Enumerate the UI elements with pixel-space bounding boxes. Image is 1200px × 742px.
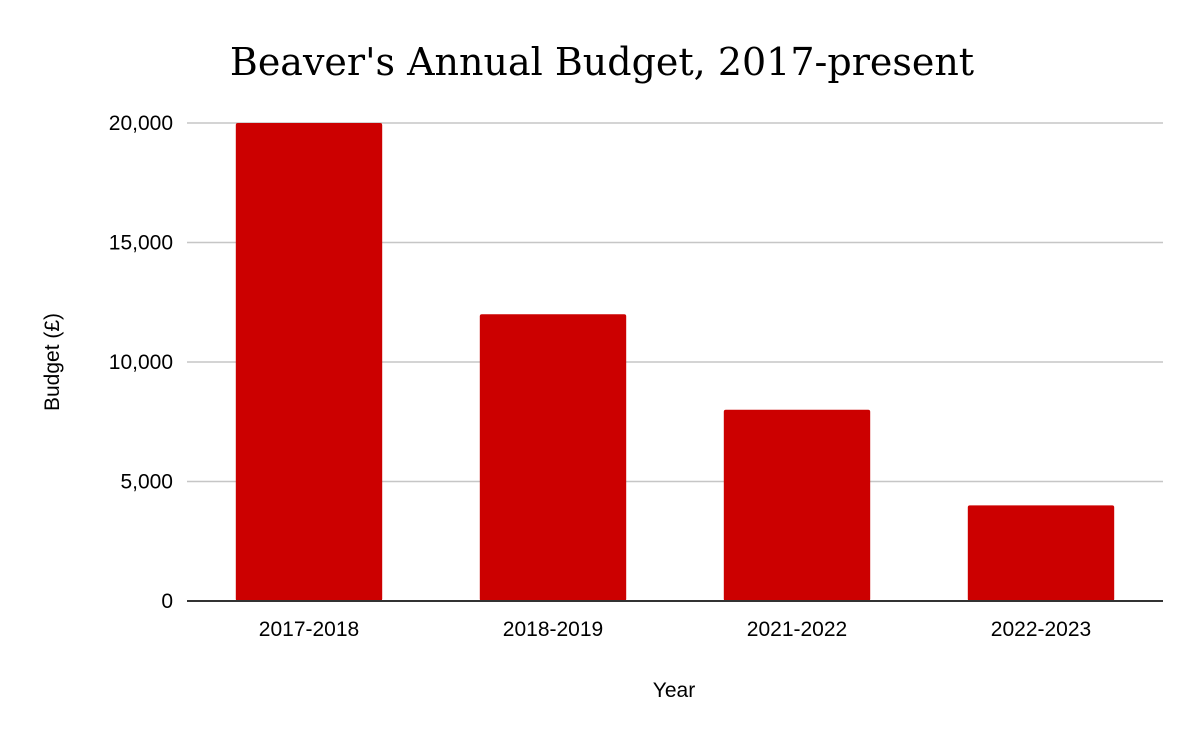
- bars: [235, 123, 1115, 601]
- y-tick-label: 5,000: [120, 471, 173, 494]
- y-axis-ticks: 0 5,000 10,000 15,000 20,000: [109, 112, 173, 613]
- y-axis-title: Budget (£): [41, 313, 64, 411]
- y-tick-label: 20,000: [109, 112, 173, 135]
- x-tick-label: 2021-2022: [747, 618, 847, 641]
- x-axis-title: Year: [653, 679, 695, 702]
- x-tick-label: 2022-2023: [991, 618, 1091, 641]
- y-tick-label: 0: [161, 590, 173, 613]
- bar-2022-2023: [967, 505, 1115, 601]
- y-tick-label: 10,000: [109, 351, 173, 374]
- y-tick-label: 15,000: [109, 232, 173, 255]
- x-tick-label: 2018-2019: [503, 618, 603, 641]
- bar-2017-2018: [235, 123, 383, 601]
- chart-title: Beaver's Annual Budget, 2017-present: [230, 40, 974, 84]
- x-tick-label: 2017-2018: [259, 618, 359, 641]
- x-axis-ticks: 2017-2018 2018-2019 2021-2022 2022-2023: [259, 618, 1091, 641]
- bar-2018-2019: [479, 314, 627, 601]
- bar-2021-2022: [723, 409, 871, 601]
